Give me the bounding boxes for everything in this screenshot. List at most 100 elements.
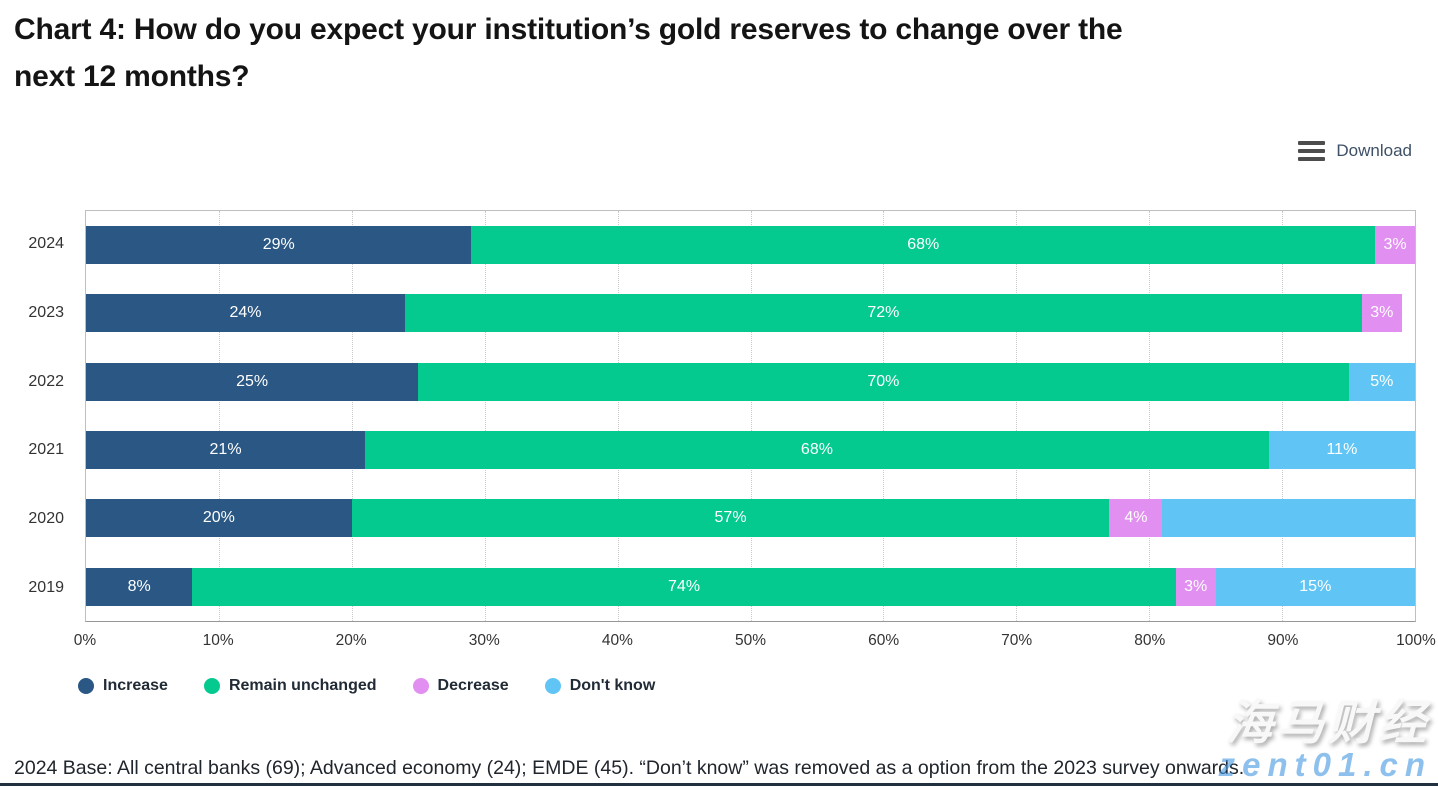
y-axis-labels: 2024 2023 2022 2021 2020 2019 [0, 210, 85, 622]
bar-segment-2019-don-t-know[interactable]: 15% [1215, 567, 1415, 606]
bar-2020: 20% 57% 4% [86, 499, 1415, 538]
bar-segment-2024-decrease[interactable]: 3% [1375, 226, 1415, 265]
bar-value-label: 68% [800, 441, 833, 459]
category-label-2024: 2024 [28, 235, 64, 253]
bar-segment-2021-increase[interactable]: 21% [86, 431, 366, 470]
bar-segment-2023-increase[interactable]: 24% [86, 294, 405, 333]
bar-value-label: 3% [1184, 577, 1208, 595]
legend-label: Don't know [569, 677, 656, 694]
bar-row-2020: 20% 57% 4% [86, 484, 1415, 552]
x-tick-40pct: 40% [601, 632, 633, 649]
x-tick-60pct: 60% [868, 632, 900, 649]
bar-value-label: 68% [907, 236, 940, 254]
bar-row-2023: 24% 72% 3% [86, 279, 1415, 347]
category-label-2020: 2020 [28, 510, 64, 528]
bar-2021: 21% 68% 11% [86, 431, 1415, 470]
bar-segment-2020-decrease[interactable]: 4% [1109, 499, 1163, 538]
category-label-2021: 2021 [28, 441, 64, 459]
bar-segment-2020-increase[interactable]: 20% [86, 499, 352, 538]
bar-row-2022: 25% 70% 5% [86, 348, 1415, 416]
gridline-90 [1282, 211, 1284, 621]
chart-title-line2: next 12 months? [14, 60, 250, 93]
bar-2019: 8% 74% 3% 15% [86, 567, 1415, 606]
bar-segment-2019-increase[interactable]: 8% [86, 567, 193, 606]
bar-segment-2021-don-t-know[interactable]: 11% [1268, 431, 1415, 470]
bar-segment-2024-remain-unchanged[interactable]: 68% [471, 226, 1376, 265]
bar-segment-2021-remain-unchanged[interactable]: 68% [365, 431, 1269, 470]
stacked-bar-chart: 2024 2023 2022 2021 2020 2019 29% 68% 3% 24% 72% 3… [0, 210, 1438, 658]
chart-title: Chart 4: How do you expect your institut… [14, 6, 1416, 100]
legend-item-remain-unchanged[interactable]: Remain unchanged [203, 677, 377, 695]
footnote: 2024 Base: All central banks (69); Advan… [14, 757, 1245, 779]
legend-item-don-t-know[interactable]: Don't know [544, 677, 656, 695]
bar-row-2021: 21% 68% 11% [86, 416, 1415, 484]
download-button[interactable]: Download [1298, 141, 1412, 161]
bar-row-2024: 29% 68% 3% [86, 211, 1415, 279]
bar-segment-2019-decrease[interactable]: 3% [1175, 567, 1216, 606]
bar-segment-2024-increase[interactable]: 29% [86, 226, 472, 265]
legend-marker-icon [203, 678, 220, 694]
legend: Increase Remain unchanged Decrease Don't kn… [78, 668, 655, 704]
bar-value-label: 57% [714, 509, 747, 527]
gridline-40 [617, 211, 619, 621]
x-axis: 0% 10% 20% 30% 40% 50% 60% 70% 80% 90% 100% [74, 622, 1436, 658]
bar-value-label: 3% [1370, 304, 1394, 322]
gridline-60 [883, 211, 885, 621]
category-label-2019: 2019 [28, 578, 64, 596]
category-label-2023: 2023 [28, 304, 64, 321]
x-tick-80pct: 80% [1134, 632, 1166, 649]
bar-value-label: 25% [236, 372, 269, 390]
legend-label: Increase [103, 677, 168, 694]
bar-value-label: 70% [867, 372, 900, 390]
legend-item-increase[interactable]: Increase [78, 677, 168, 695]
bar-row-2019: 8% 74% 3% 15% [86, 553, 1415, 621]
legend-label: Decrease [437, 677, 509, 694]
bar-segment-2019-remain-unchanged[interactable]: 74% [192, 567, 1176, 606]
x-tick-20pct: 20% [335, 632, 367, 649]
bar-segment-2023-decrease[interactable]: 3% [1361, 294, 1402, 333]
watermark-domain: zent01.cn [1218, 746, 1432, 783]
legend-item-decrease[interactable]: Decrease [412, 677, 509, 695]
bar-rows: 29% 68% 3% 24% 72% 3% 25% 70% 5% 21% 68% 11% 20% 57% 4… [86, 211, 1415, 621]
x-tick-100pct: 100% [1396, 632, 1436, 649]
download-label[interactable]: Download [1336, 141, 1412, 160]
legend-marker-icon [544, 678, 561, 694]
bar-value-label: 8% [127, 577, 151, 595]
watermark-cjk: 海马财经 [1226, 696, 1430, 749]
bar-value-label: 11% [1326, 441, 1358, 459]
legend-label: Remain unchanged [228, 677, 377, 694]
bar-segment-2020-remain-unchanged[interactable]: 57% [351, 499, 1110, 538]
category-label-2022: 2022 [28, 372, 64, 390]
plot-area: 29% 68% 3% 24% 72% 3% 25% 70% 5% 21% 68% 11% 20% 57% 4… [85, 210, 1416, 622]
x-tick-90pct: 90% [1267, 632, 1299, 649]
gridline-20 [351, 211, 353, 621]
legend-marker-icon [412, 678, 429, 694]
axis-spacer [0, 622, 85, 658]
hamburger-menu-icon[interactable] [1298, 141, 1326, 161]
bar-value-label: 3% [1383, 236, 1407, 254]
gridline-10 [218, 211, 220, 621]
gridline-30 [484, 211, 486, 621]
bar-value-label: 21% [209, 441, 242, 459]
x-tick-70pct: 70% [1001, 632, 1033, 649]
legend-marker-icon [78, 678, 94, 694]
bar-segment-2022-increase[interactable]: 25% [86, 362, 419, 401]
gridline-50 [750, 211, 752, 621]
bar-value-label: 29% [262, 236, 295, 254]
x-tick-30pct: 30% [468, 632, 500, 649]
bar-value-label: 20% [202, 509, 235, 527]
bar-segment-2020-don-t-know[interactable] [1162, 499, 1415, 538]
bar-2023: 24% 72% 3% [86, 294, 1415, 333]
bar-value-label: 4% [1124, 509, 1148, 527]
bar-value-label: 74% [668, 577, 701, 595]
gridline-70 [1016, 211, 1018, 621]
bar-segment-2022-remain-unchanged[interactable]: 70% [418, 362, 1349, 401]
bar-value-label: 72% [867, 304, 900, 322]
bar-segment-2022-don-t-know[interactable]: 5% [1348, 362, 1415, 401]
x-tick-10pct: 10% [202, 632, 234, 649]
x-tick-50pct: 50% [734, 632, 767, 649]
gridline-80 [1149, 211, 1151, 621]
x-tick-0pct: 0% [73, 632, 97, 649]
bar-segment-2023-remain-unchanged[interactable]: 72% [404, 294, 1362, 333]
